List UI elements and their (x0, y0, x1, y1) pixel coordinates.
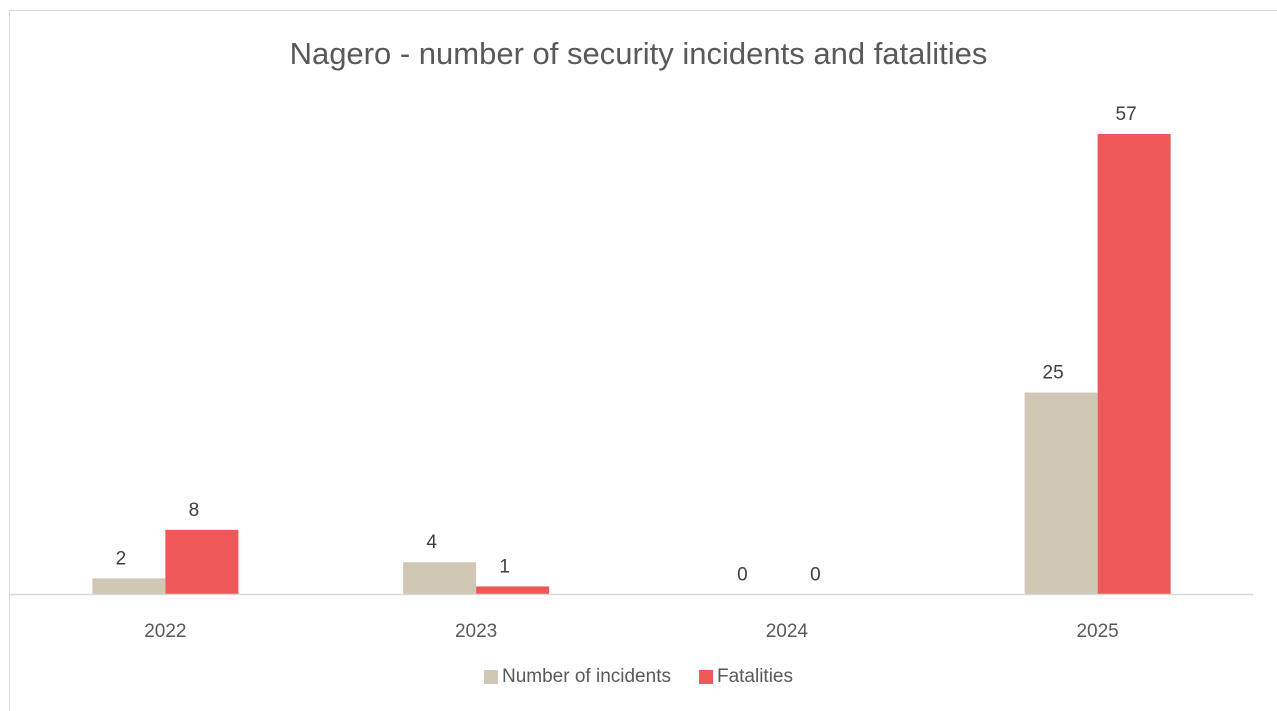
data-label-fatalities-2025: 57 (1116, 104, 1137, 125)
legend-swatch-incidents (484, 670, 498, 684)
bar-fatalities-2025[interactable] (1097, 134, 1171, 595)
data-label-incidents-2023: 4 (426, 532, 437, 553)
bar-fatalities-2022[interactable] (165, 529, 239, 595)
chart-legend: Number of incidents Fatalities (0, 666, 1277, 688)
legend-label-incidents: Number of incidents (502, 666, 671, 687)
chart-title: Nagero - number of security incidents an… (289, 36, 988, 71)
data-label-fatalities-2024: 0 (810, 565, 821, 586)
legend-swatch-fatalities (698, 670, 713, 684)
x-tick-label-2025: 2025 (1076, 621, 1118, 642)
data-label-incidents-2024: 0 (737, 565, 748, 586)
bar-fatalities-2023[interactable] (476, 586, 550, 595)
legend-item-incidents[interactable]: Number of incidents (484, 666, 671, 688)
x-tick-label-2022: 2022 (144, 621, 186, 642)
data-label-fatalities-2022: 8 (189, 500, 200, 521)
x-tick-label-2023: 2023 (455, 621, 497, 642)
bar-incidents-2023[interactable] (403, 562, 477, 595)
x-tick-label-2024: 2024 (766, 621, 809, 642)
legend-item-fatalities[interactable]: Fatalities (698, 666, 793, 688)
bar-incidents-2025[interactable] (1024, 392, 1098, 595)
data-label-incidents-2025: 25 (1043, 363, 1064, 384)
bar-incidents-2022[interactable] (92, 578, 166, 595)
data-label-incidents-2022: 2 (116, 548, 127, 569)
legend-label-fatalities: Fatalities (716, 666, 793, 687)
data-label-fatalities-2023: 1 (499, 556, 510, 577)
